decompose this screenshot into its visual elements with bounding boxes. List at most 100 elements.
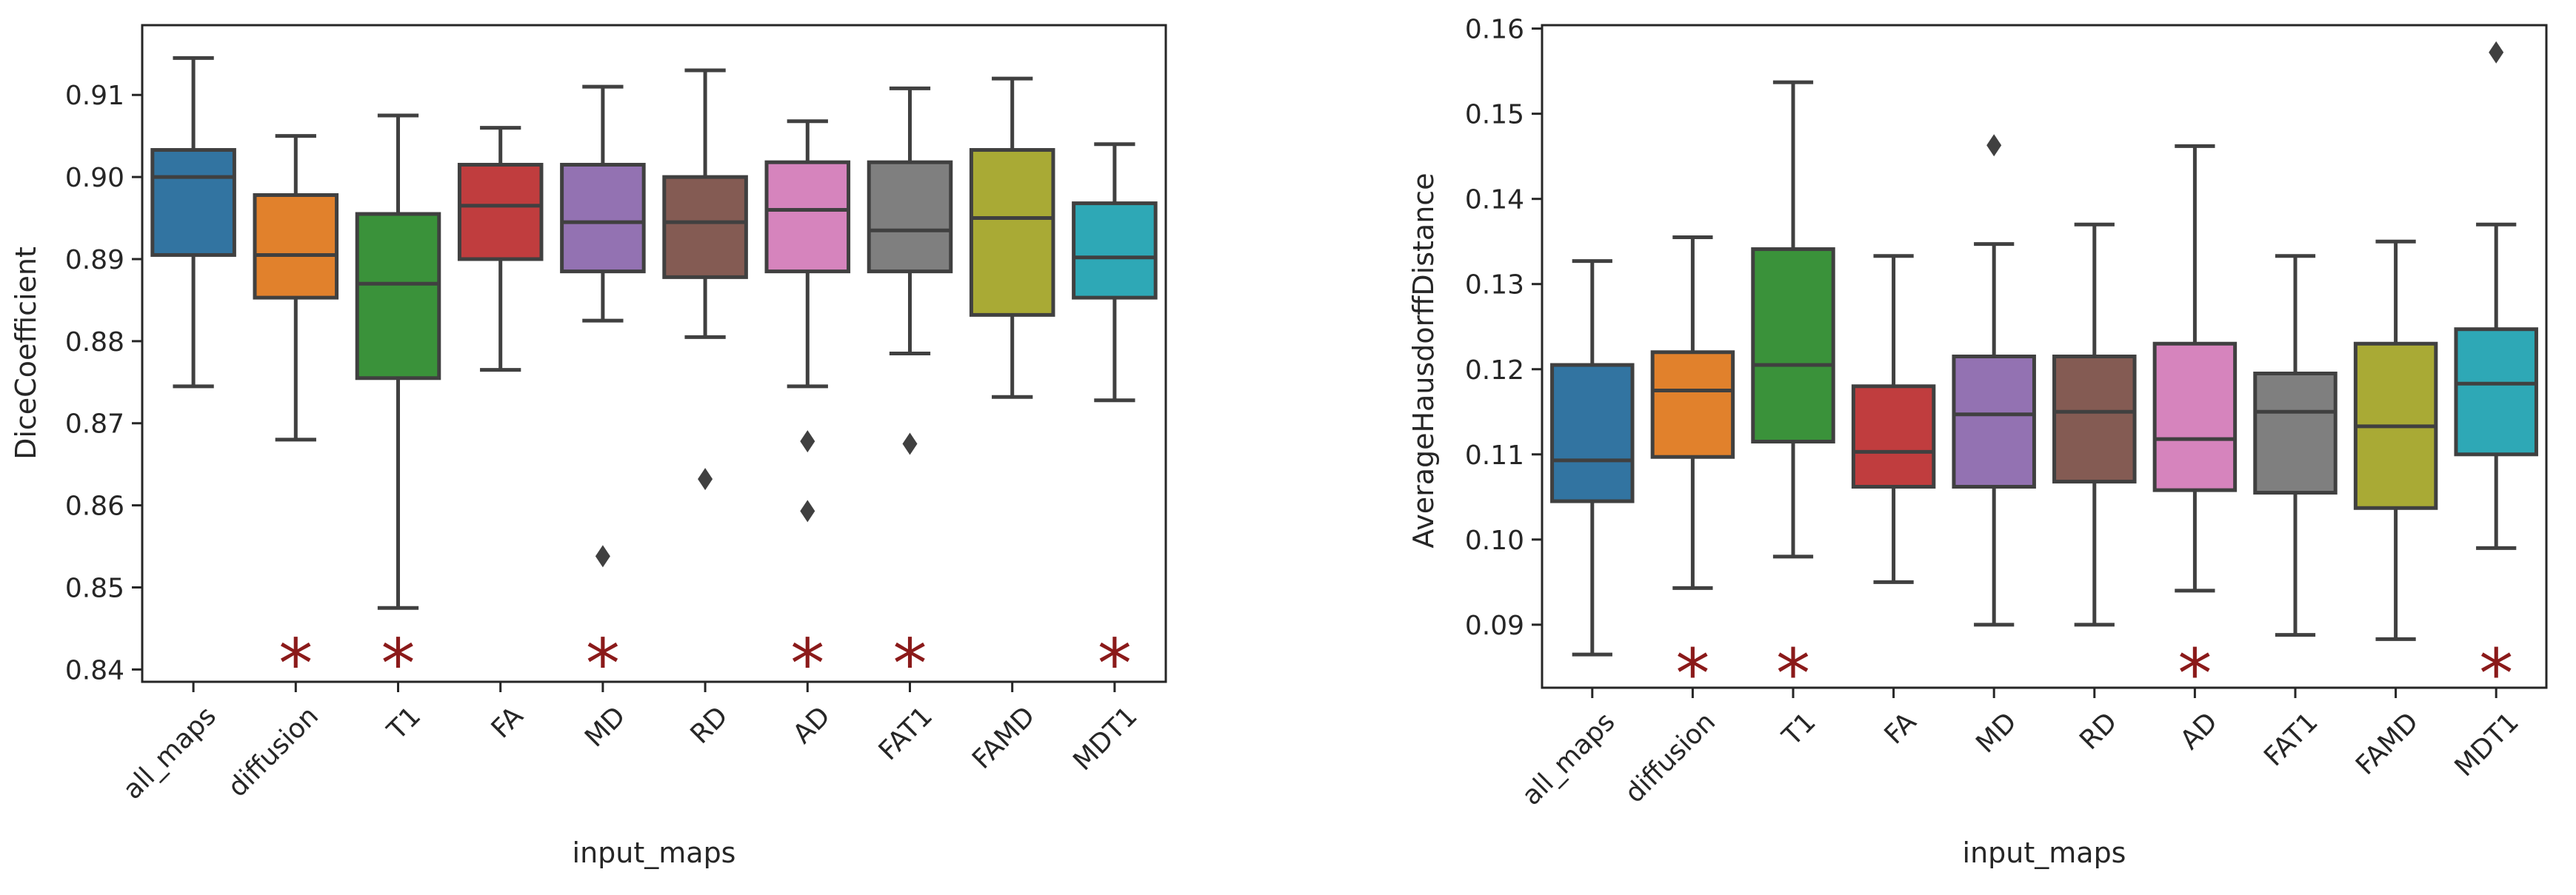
outlier-point (902, 432, 918, 455)
dice-x-tick-label: diffusion (222, 701, 324, 803)
dice-box-AD: * (764, 119, 851, 704)
outlier-point (698, 468, 713, 491)
hausdorff-x-axis-label: input_maps (1963, 837, 2126, 869)
hausdorff-plot-frame (1541, 24, 2548, 689)
iqr-box (1650, 350, 1735, 459)
hausdorff-x-tick-label: MDT1 (2449, 707, 2525, 782)
iqr-box (457, 162, 544, 261)
hausdorff-y-tick-label: 0.12 (1465, 355, 1524, 386)
hausdorff-y-tick-label: 0.11 (1465, 440, 1524, 471)
dice-y-tick-label: 0.88 (65, 327, 124, 358)
hausdorff-y-tick-label: 0.13 (1465, 270, 1524, 301)
hausdorff-y-tick-label: 0.09 (1465, 611, 1524, 641)
hausdorff-box-T1: * (1751, 80, 1835, 714)
hausdorff-x-tick-label: MD (1970, 707, 2023, 760)
outlier-point (800, 430, 815, 453)
dice-y-tick-label: 0.86 (65, 492, 124, 522)
dice-box-FA (457, 126, 544, 372)
hausdorff-x-tick-label: FAT1 (2258, 707, 2323, 772)
outlier-point (800, 500, 815, 523)
hausdorff-y-tick-label: 0.16 (1465, 15, 1524, 45)
dice-box-FAT1: * (867, 86, 953, 704)
dice-box-MDT1: * (1072, 142, 1158, 704)
dice-box-FAMD (969, 76, 1055, 399)
hausdorff-y-tick-label: 0.10 (1465, 526, 1524, 556)
dice-y-tick-label: 0.89 (65, 245, 124, 275)
iqr-box (1751, 247, 1835, 444)
dice-box-all_maps (150, 56, 236, 389)
dice-box-RD (662, 68, 748, 491)
iqr-box (355, 212, 441, 381)
iqr-box (867, 160, 953, 274)
hausdorff-box-FAT1 (2253, 254, 2338, 637)
hausdorff-y-tick-label: 0.14 (1465, 185, 1524, 215)
dice-y-tick-label: 0.91 (65, 81, 124, 111)
dice-x-tick-label: FA (486, 700, 530, 744)
hausdorff-box-AD: * (2152, 144, 2238, 714)
iqr-box (150, 148, 236, 257)
dice-x-tick-label: MD (579, 701, 632, 754)
dice-plot-frame (141, 24, 1167, 683)
hausdorff-x-tick-label: RD (2074, 707, 2123, 756)
iqr-box (2152, 341, 2238, 492)
dice-coefficient-chart: * * * * * * 0.840.850.860.870.880.890.900.91 … (10, 24, 1167, 869)
dice-x-tick-label: AD (787, 701, 836, 750)
significance-star: * (1675, 634, 1709, 714)
dice-box-diffusion: * (253, 134, 339, 704)
dice-x-tick-label: FAMD (967, 701, 1041, 775)
dice-x-axis-ticks: all_maps diffusion T1 FA MD RD AD FAT1 FAMD MDT1 (118, 682, 1144, 805)
significance-star: * (1776, 634, 1810, 714)
outlier-point (595, 545, 610, 568)
dice-boxes: * * * * * * (150, 56, 1158, 704)
hausdorff-x-tick-label: diffusion (1619, 707, 1721, 809)
hausdorff-box-MD (1952, 134, 2036, 627)
hausdorff-box-MDT1: * (2454, 41, 2538, 714)
iqr-box (1952, 355, 2036, 489)
dice-x-tick-label: all_maps (118, 701, 222, 805)
iqr-box (2454, 327, 2538, 457)
dice-box-T1: * (355, 113, 441, 704)
iqr-box (2253, 372, 2338, 495)
hausdorff-x-tick-label: all_maps (1516, 707, 1621, 811)
outlier-point (1986, 134, 2002, 157)
hausdorff-distance-chart: * * * * 0.09 0.10 0.11 0.12 0.13 0.14 0.15 0.16 al… (1407, 15, 2548, 869)
iqr-box (1851, 384, 1936, 489)
hausdorff-y-axis-ticks: 0.09 0.10 0.11 0.12 0.13 0.14 0.15 0.16 (1465, 15, 1542, 641)
hausdorff-x-tick-label: AD (2175, 707, 2223, 756)
dice-y-tick-label: 0.84 (65, 655, 124, 686)
iqr-box (253, 193, 339, 300)
iqr-box (1550, 363, 1635, 503)
dice-x-tick-label: MDT1 (1067, 701, 1143, 777)
dice-y-axis-label: DiceCoefficient (10, 247, 42, 460)
hausdorff-y-tick-label: 0.15 (1465, 100, 1524, 130)
hausdorff-box-FAMD (2353, 239, 2438, 641)
hausdorff-x-tick-label: FA (1879, 706, 1923, 750)
hausdorff-y-axis-label: AverageHausdorffDistance (1407, 172, 1440, 548)
iqr-box (662, 175, 748, 279)
outlier-point (2489, 41, 2504, 64)
iqr-box (764, 160, 851, 274)
iqr-box (560, 162, 646, 274)
hausdorff-boxes: * * * * (1550, 41, 2538, 714)
hausdorff-box-FA (1851, 254, 1936, 584)
iqr-box (969, 148, 1055, 317)
iqr-box (1072, 201, 1158, 300)
dice-y-tick-label: 0.87 (65, 409, 124, 440)
dice-x-axis-label: input_maps (573, 837, 736, 869)
hausdorff-x-tick-label: T1 (1776, 707, 1821, 752)
dice-x-tick-label: FAT1 (873, 701, 938, 766)
hausdorff-box-diffusion: * (1650, 235, 1735, 714)
significance-star: * (2479, 634, 2513, 714)
iqr-box (2052, 355, 2137, 484)
hausdorff-x-tick-label: FAMD (2350, 707, 2424, 781)
hausdorff-box-all_maps (1550, 259, 1635, 657)
significance-star: * (2178, 634, 2212, 714)
dice-x-tick-label: RD (685, 701, 734, 750)
dice-box-MD: * (560, 84, 646, 704)
dice-y-axis-ticks: 0.84 0.85 0.86 0.87 0.88 0.89 0.90 0.91 (65, 81, 142, 686)
dice-y-tick-label: 0.85 (65, 573, 124, 603)
hausdorff-box-RD (2052, 222, 2137, 627)
dice-x-tick-label: T1 (381, 701, 427, 746)
